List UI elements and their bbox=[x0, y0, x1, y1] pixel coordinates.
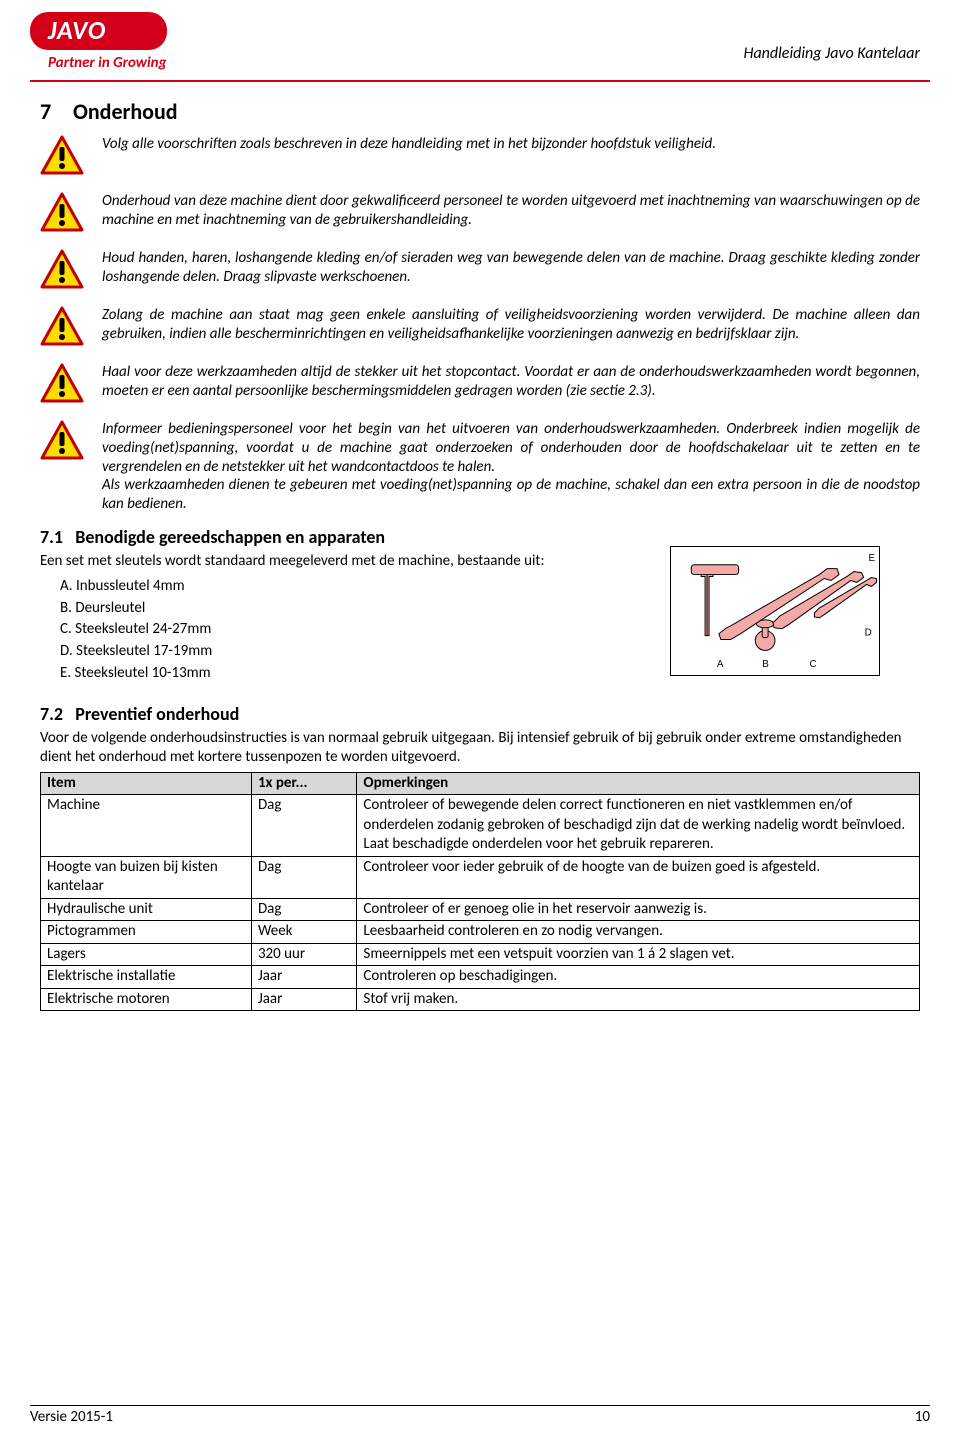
warning-row: Onderhoud van deze machine dient door ge… bbox=[40, 192, 920, 237]
cell-freq: Jaar bbox=[251, 966, 356, 989]
table-row: Lagers320 uurSmeernippels met een vetspu… bbox=[41, 943, 920, 966]
warning-text: Houd handen, haren, loshangende kleding … bbox=[102, 249, 920, 287]
table-header-row: Item 1x per... Opmerkingen bbox=[41, 772, 920, 795]
table-row: Hydraulische unitDagControleer of er gen… bbox=[41, 898, 920, 921]
warning-icon bbox=[40, 420, 84, 460]
cell-remarks: Controleer of er genoeg olie in het rese… bbox=[357, 898, 920, 921]
warning-icon-wrap bbox=[40, 420, 88, 465]
cell-remarks: Stof vrij maken. bbox=[357, 988, 920, 1011]
cell-freq: 320 uur bbox=[251, 943, 356, 966]
logo-pill: JAVO bbox=[30, 12, 167, 50]
maintenance-table: Item 1x per... Opmerkingen MachineDagCon… bbox=[40, 772, 920, 1012]
warning-text: Onderhoud van deze machine dient door ge… bbox=[102, 192, 920, 230]
page-content: 7 Onderhoud Volg alle voorschriften zoal… bbox=[0, 82, 960, 1011]
warning-row: Informeer bedieningspersoneel voor het b… bbox=[40, 420, 920, 514]
warning-row: Haal voor deze werkzaamheden altijd de s… bbox=[40, 363, 920, 408]
table-row: MachineDagControleer of bewegende delen … bbox=[41, 795, 920, 857]
subsection-2-title: Preventief onderhoud bbox=[75, 703, 239, 725]
footer-rule bbox=[30, 1405, 930, 1406]
cell-remarks: Controleer of bewegende delen correct fu… bbox=[357, 795, 920, 857]
cell-item: Elektrische motoren bbox=[41, 988, 252, 1011]
svg-text:E: E bbox=[869, 553, 876, 564]
cell-item: Machine bbox=[41, 795, 252, 857]
warning-icon-wrap bbox=[40, 135, 88, 180]
cell-freq: Dag bbox=[251, 898, 356, 921]
cell-remarks: Leesbaarheid controleren en zo nodig ver… bbox=[357, 921, 920, 944]
tool-list: A. Inbussleutel 4mmB. DeursleutelC. Stee… bbox=[40, 576, 212, 685]
warning-row: Zolang de machine aan staat mag geen enk… bbox=[40, 306, 920, 351]
cell-freq: Dag bbox=[251, 795, 356, 857]
warning-icon bbox=[40, 363, 84, 403]
warning-row: Houd handen, haren, loshangende kleding … bbox=[40, 249, 920, 294]
subsection-1-number: 7.1 bbox=[40, 526, 63, 548]
warning-icon bbox=[40, 306, 84, 346]
subsection-1-heading: 7.1 Benodigde gereedschappen en apparate… bbox=[40, 526, 920, 548]
cell-freq: Dag bbox=[251, 856, 356, 898]
warning-text: Haal voor deze werkzaamheden altijd de s… bbox=[102, 363, 920, 401]
table-row: Hoogte van buizen bij kisten kantelaarDa… bbox=[41, 856, 920, 898]
cell-remarks: Controleren op beschadigingen. bbox=[357, 966, 920, 989]
cell-item: Hydraulische unit bbox=[41, 898, 252, 921]
svg-text:A: A bbox=[717, 659, 724, 670]
warnings-list: Volg alle voorschriften zoals beschreven… bbox=[40, 135, 920, 514]
cell-item: Pictogrammen bbox=[41, 921, 252, 944]
subsection-2-intro: Voor de volgende onderhoudsinstructies i… bbox=[40, 729, 920, 768]
logo-block: JAVO Partner in Growing bbox=[30, 12, 167, 72]
tool-list-item: C. Steeksleutel 24-27mm bbox=[60, 619, 212, 641]
cell-remarks: Smeernippels met een vetspuit voorzien v… bbox=[357, 943, 920, 966]
page-footer: Versie 2015-1 10 bbox=[30, 1405, 930, 1426]
tool-list-item: E. Steeksleutel 10-13mm bbox=[60, 663, 212, 685]
cell-item: Elektrische installatie bbox=[41, 966, 252, 989]
section-heading: 7 Onderhoud bbox=[40, 98, 920, 125]
svg-text:D: D bbox=[865, 627, 872, 638]
footer-page: 10 bbox=[915, 1408, 930, 1426]
doc-title: Handleiding Javo Kantelaar bbox=[743, 44, 920, 63]
cell-item: Lagers bbox=[41, 943, 252, 966]
tool-list-item: D. Steeksleutel 17-19mm bbox=[60, 641, 212, 663]
section-number: 7 bbox=[40, 98, 68, 125]
warning-text: Zolang de machine aan staat mag geen enk… bbox=[102, 306, 920, 344]
table-row: Elektrische motorenJaarStof vrij maken. bbox=[41, 988, 920, 1011]
col-header-freq: 1x per... bbox=[251, 772, 356, 795]
subsection-2-number: 7.2 bbox=[40, 703, 63, 725]
warning-text: Informeer bedieningspersoneel voor het b… bbox=[102, 420, 920, 514]
table-row: PictogrammenWeekLeesbaarheid controleren… bbox=[41, 921, 920, 944]
footer-version: Versie 2015-1 bbox=[30, 1408, 113, 1426]
warning-row: Volg alle voorschriften zoals beschreven… bbox=[40, 135, 920, 180]
subsection-2-heading: 7.2 Preventief onderhoud bbox=[40, 703, 920, 725]
page-header: JAVO Partner in Growing Handleiding Javo… bbox=[0, 0, 960, 76]
logo-tagline: Partner in Growing bbox=[48, 54, 167, 72]
tool-list-item: A. Inbussleutel 4mm bbox=[60, 576, 212, 598]
warning-icon-wrap bbox=[40, 249, 88, 294]
warning-icon-wrap bbox=[40, 363, 88, 408]
svg-text:B: B bbox=[762, 659, 769, 670]
tools-illustration: A B C D E bbox=[670, 546, 880, 676]
subsection-1-title: Benodigde gereedschappen en apparaten bbox=[75, 526, 385, 548]
warning-text: Volg alle voorschriften zoals beschreven… bbox=[102, 135, 920, 154]
table-row: Elektrische installatieJaarControleren o… bbox=[41, 966, 920, 989]
warning-icon bbox=[40, 135, 84, 175]
warning-icon-wrap bbox=[40, 306, 88, 351]
col-header-remarks: Opmerkingen bbox=[357, 772, 920, 795]
logo-text: JAVO bbox=[48, 14, 106, 46]
cell-item: Hoogte van buizen bij kisten kantelaar bbox=[41, 856, 252, 898]
tool-list-item: B. Deursleutel bbox=[60, 598, 212, 620]
warning-icon bbox=[40, 192, 84, 232]
svg-text:C: C bbox=[809, 659, 816, 670]
cell-freq: Jaar bbox=[251, 988, 356, 1011]
warning-icon-wrap bbox=[40, 192, 88, 237]
warning-icon bbox=[40, 249, 84, 289]
col-header-item: Item bbox=[41, 772, 252, 795]
cell-freq: Week bbox=[251, 921, 356, 944]
section-title: Onderhoud bbox=[73, 98, 178, 125]
cell-remarks: Controleer voor ieder gebruik of de hoog… bbox=[357, 856, 920, 898]
